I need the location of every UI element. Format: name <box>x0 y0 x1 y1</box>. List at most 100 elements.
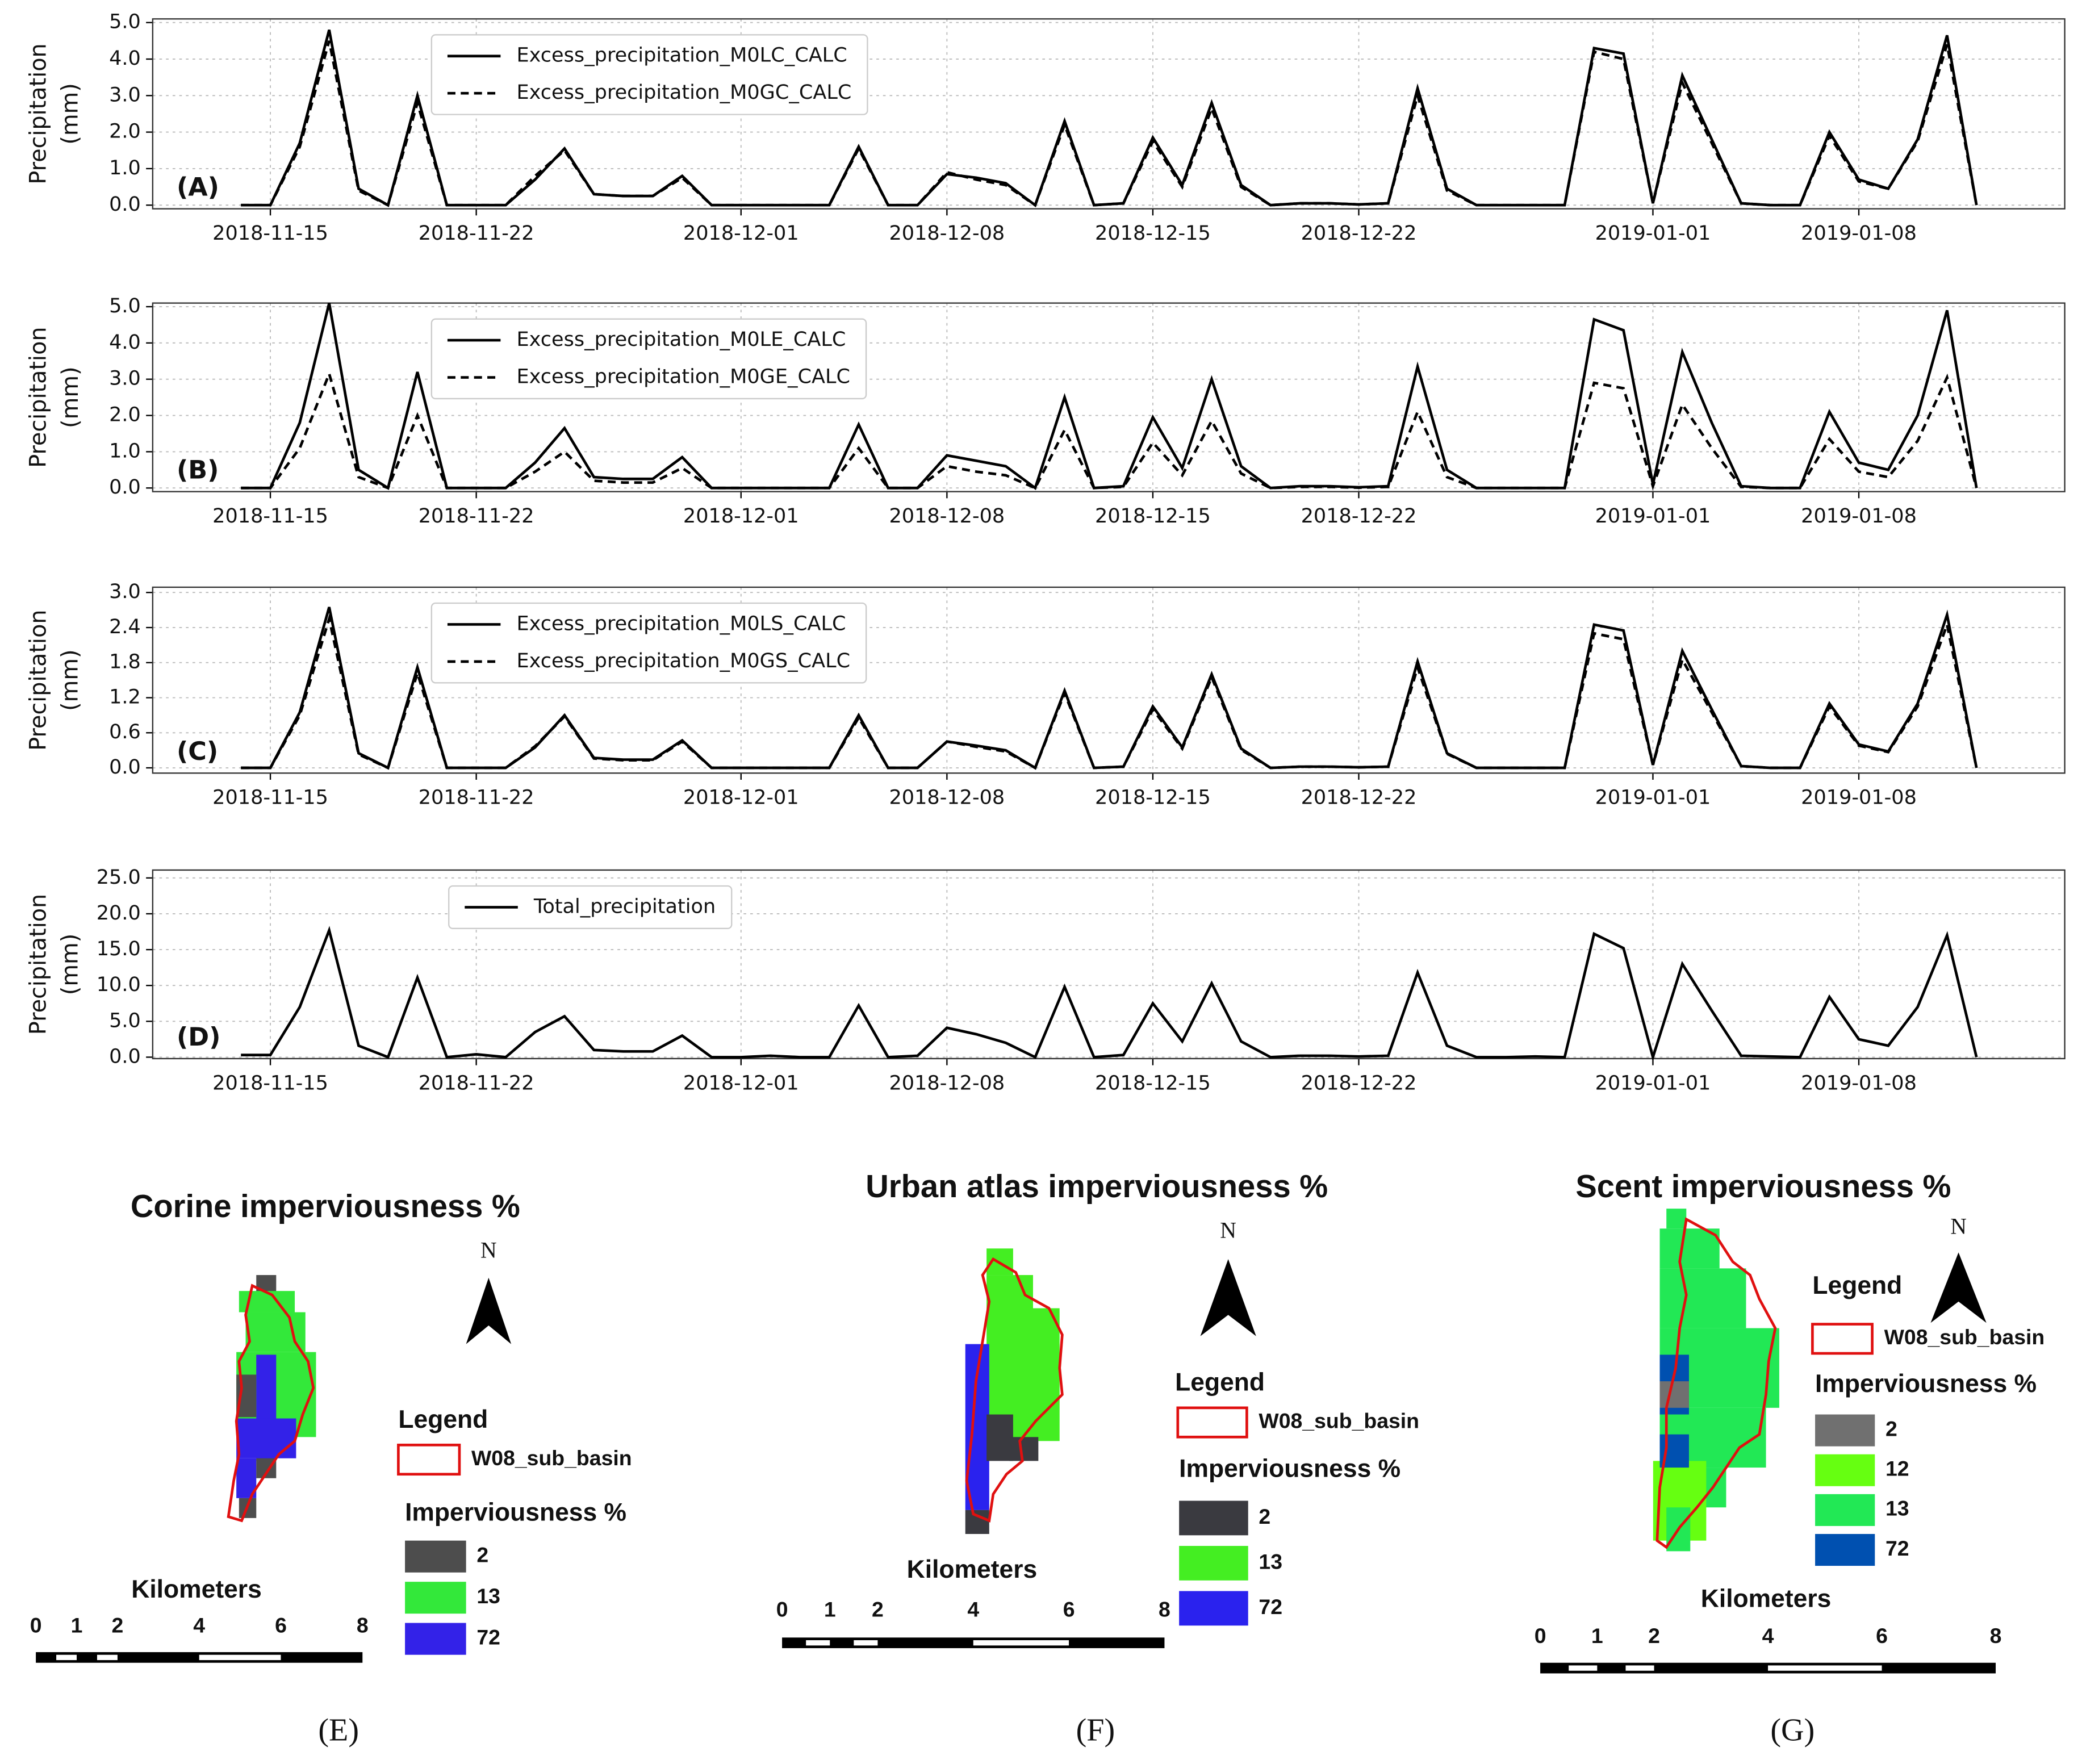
x-tick-label: 2018-12-15 <box>1095 786 1211 809</box>
x-tick-label: 2018-12-08 <box>889 1071 1005 1094</box>
y-tick-label: 15.0 <box>97 937 141 960</box>
panel-label: (A) <box>177 173 219 202</box>
scale-bar-piece <box>199 1654 281 1661</box>
y-axis-label: Precipitation <box>26 327 52 467</box>
legend-title: Legend <box>398 1406 488 1433</box>
basin-swatch <box>1176 1406 1248 1439</box>
x-tick-label: 2018-11-15 <box>212 221 328 245</box>
scale-tick-label: 0 <box>1535 1624 1546 1648</box>
class-swatch <box>405 1540 466 1573</box>
line-series <box>241 303 1978 491</box>
scale-tick-label: 4 <box>193 1613 205 1637</box>
x-tick-label: 2018-12-22 <box>1301 221 1417 245</box>
scale-tick-label: 0 <box>776 1597 788 1621</box>
x-tick-label: 2018-12-15 <box>1095 504 1211 528</box>
map-e-raster <box>227 1275 512 1523</box>
x-tick-label: 2018-11-15 <box>212 1071 328 1094</box>
y-tick-label: 1.0 <box>109 156 141 179</box>
x-tick-label: 2018-12-22 <box>1301 1071 1417 1094</box>
scale-tick-label: 8 <box>1990 1624 2002 1648</box>
scale-tick-label: 0 <box>30 1613 42 1637</box>
class-swatch <box>1815 1414 1875 1447</box>
scale-bar-piece <box>56 1654 77 1661</box>
basin-swatch <box>397 1443 461 1476</box>
x-tick-label: 2018-12-01 <box>683 786 799 809</box>
scale-tick-label: 4 <box>1762 1624 1774 1648</box>
scale-tick-label: 6 <box>1876 1624 1888 1648</box>
y-tick-label: 1.0 <box>109 439 141 462</box>
class-swatch <box>1179 1546 1248 1581</box>
x-tick-label: 2018-11-22 <box>419 1071 534 1094</box>
x-tick-label: 2018-11-22 <box>419 504 534 528</box>
scale-bar-piece <box>97 1654 118 1661</box>
x-tick-label: 2018-12-08 <box>889 786 1005 809</box>
legend-label: Excess_precipitation_M0LC_CALC <box>516 44 847 67</box>
class-label: 13 <box>476 1584 500 1608</box>
x-tick-label: 2018-12-15 <box>1095 1071 1211 1094</box>
plot-frame <box>152 18 2066 210</box>
class-swatch <box>405 1623 466 1655</box>
scale-bar-piece <box>854 1640 878 1646</box>
map-f-raster <box>965 1248 1256 1534</box>
legend-box <box>430 602 867 684</box>
plot-frame <box>152 586 2066 774</box>
x-tick-label: 2018-12-15 <box>1095 221 1211 245</box>
y-axis-label: (mm) <box>57 83 83 144</box>
y-axis-label: (mm) <box>57 934 83 995</box>
map-title: Corine imperviousness % <box>131 1188 520 1224</box>
y-tick-label: 0.0 <box>109 1044 141 1068</box>
x-tick-label: 2018-11-22 <box>419 221 534 245</box>
north-label: N <box>1220 1218 1236 1243</box>
scale-tick-label: 1 <box>824 1597 836 1621</box>
y-axis-label: (mm) <box>57 366 83 428</box>
scale-tick-label: 1 <box>71 1613 83 1637</box>
class-label: 2 <box>476 1543 488 1567</box>
x-tick-label: 2018-12-08 <box>889 504 1005 528</box>
legend-label: Excess_precipitation_M0LE_CALC <box>516 328 846 351</box>
class-swatch <box>1815 1494 1875 1526</box>
scale-bar-piece <box>1768 1665 1882 1671</box>
y-axis-label: (mm) <box>57 649 83 710</box>
line-series <box>241 613 1978 770</box>
scale-title: Kilometers <box>131 1575 262 1603</box>
y-tick-label: 1.8 <box>109 650 141 674</box>
line-series <box>241 926 1978 1062</box>
north-label: N <box>480 1238 497 1263</box>
north-label: N <box>1950 1214 1967 1239</box>
x-tick-label: 2018-12-22 <box>1301 786 1417 809</box>
class-title: Imperviousness % <box>1179 1454 1400 1482</box>
panel-label: (E) <box>318 1713 359 1748</box>
x-tick-label: 2019-01-01 <box>1595 504 1711 528</box>
y-tick-label: 5.0 <box>109 10 141 34</box>
class-title: Imperviousness % <box>405 1499 626 1527</box>
line-series <box>241 40 1978 207</box>
x-tick-label: 2018-12-22 <box>1301 504 1417 528</box>
class-label: 2 <box>1885 1416 1897 1440</box>
scale-tick-label: 2 <box>872 1597 884 1621</box>
y-tick-label: 5.0 <box>109 1009 141 1032</box>
scale-tick-label: 1 <box>1591 1624 1603 1648</box>
y-axis-label: Precipitation <box>26 609 52 750</box>
class-label: 2 <box>1259 1504 1270 1528</box>
class-label: 72 <box>1259 1595 1282 1619</box>
class-title: Imperviousness % <box>1815 1370 2037 1398</box>
legend-label: Excess_precipitation_M0LS_CALC <box>516 612 846 635</box>
panel-label: (C) <box>177 737 218 766</box>
x-tick-label: 2018-12-01 <box>683 1071 799 1094</box>
class-label: 12 <box>1885 1457 1909 1481</box>
y-tick-label: 0.6 <box>109 720 141 743</box>
scale-title: Kilometers <box>907 1556 1038 1583</box>
panel-label: (D) <box>177 1023 220 1052</box>
scale-tick-label: 6 <box>1063 1597 1075 1621</box>
scale-bar-piece <box>806 1640 830 1646</box>
y-tick-label: 0.0 <box>109 475 141 499</box>
scale-title: Kilometers <box>1701 1585 1832 1613</box>
legend-label: Excess_precipitation_M0GC_CALC <box>516 81 851 104</box>
x-tick-label: 2018-12-01 <box>683 504 799 528</box>
scale-bar-piece <box>1625 1665 1654 1671</box>
legend-box <box>430 34 868 115</box>
x-tick-label: 2019-01-08 <box>1801 504 1917 528</box>
legend-label: Excess_precipitation_M0GS_CALC <box>516 649 850 672</box>
basin-label: W08_sub_basin <box>471 1446 632 1470</box>
